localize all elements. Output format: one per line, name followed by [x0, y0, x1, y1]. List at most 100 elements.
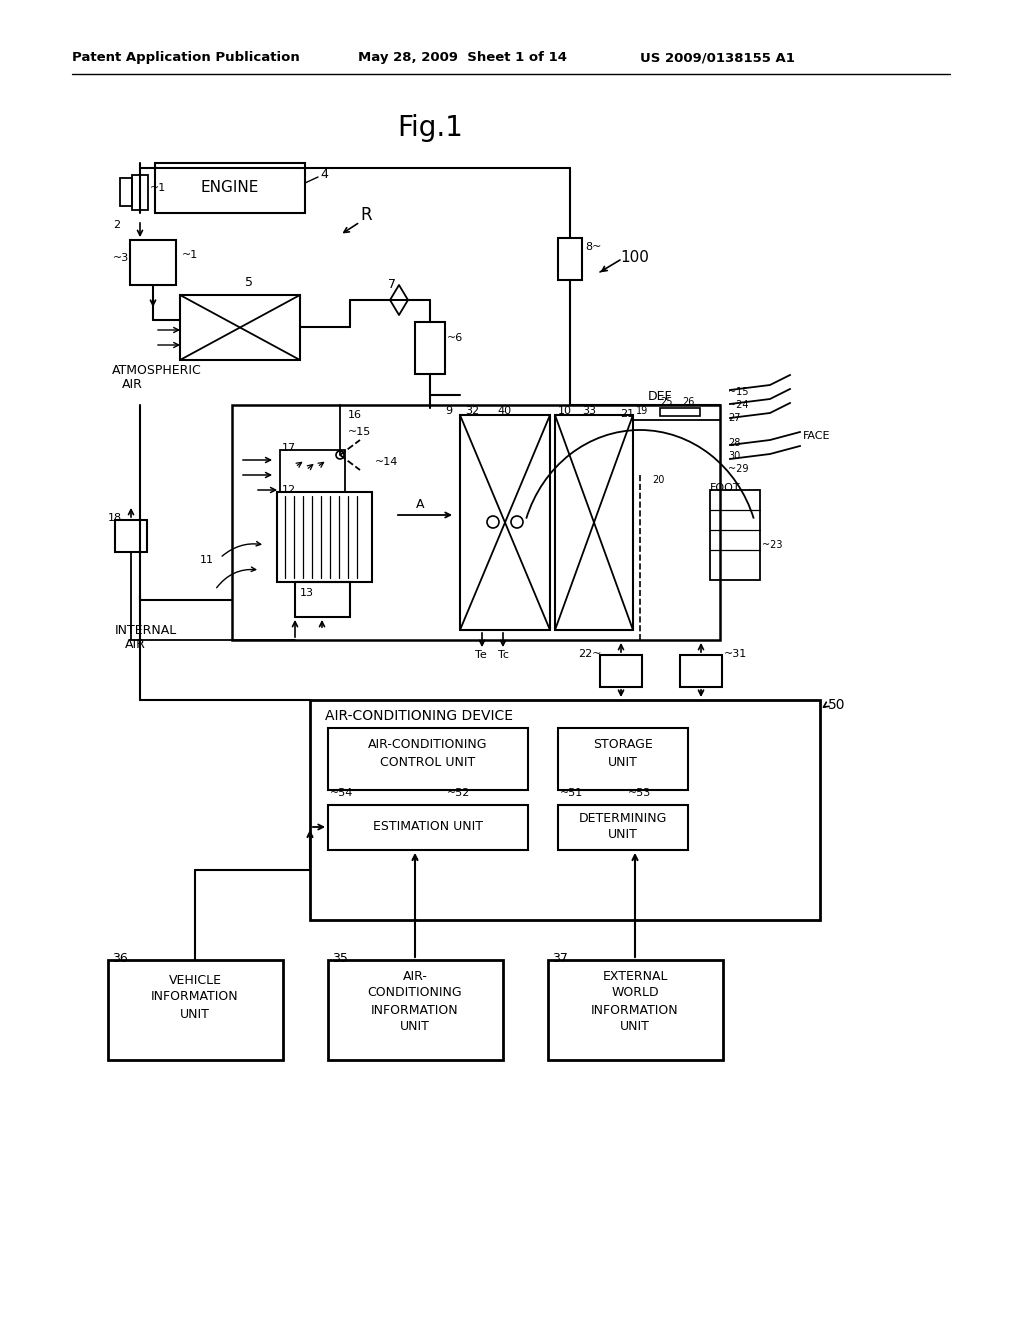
Text: UNIT: UNIT — [608, 755, 638, 768]
Bar — [132, 176, 148, 210]
Text: 8~: 8~ — [585, 242, 601, 252]
Text: 36: 36 — [112, 952, 128, 965]
Bar — [660, 408, 700, 416]
Text: 7: 7 — [388, 279, 396, 292]
Bar — [328, 805, 528, 850]
Bar — [328, 729, 528, 789]
Text: 19: 19 — [636, 407, 648, 416]
Bar — [600, 655, 642, 686]
Text: ~52: ~52 — [447, 788, 470, 799]
Bar — [460, 414, 550, 630]
Bar — [232, 405, 720, 640]
Text: 4: 4 — [319, 168, 328, 181]
Text: AIR-: AIR- — [402, 969, 427, 982]
Text: A: A — [416, 499, 425, 511]
Text: 40: 40 — [497, 407, 511, 416]
Text: ~54: ~54 — [330, 788, 353, 799]
Text: DETERMINING: DETERMINING — [579, 812, 668, 825]
Text: EXTERNAL: EXTERNAL — [602, 969, 668, 982]
Text: 30: 30 — [728, 451, 740, 461]
Text: Patent Application Publication: Patent Application Publication — [72, 51, 300, 65]
Text: ENGINE: ENGINE — [201, 181, 259, 195]
Bar — [558, 729, 688, 789]
Text: UNIT: UNIT — [608, 829, 638, 842]
Text: 2: 2 — [113, 220, 120, 230]
Text: Te: Te — [475, 649, 486, 660]
Circle shape — [487, 516, 499, 528]
Text: ~6: ~6 — [447, 333, 463, 343]
Bar — [295, 582, 350, 616]
Bar — [108, 960, 283, 1060]
Polygon shape — [390, 300, 408, 315]
Bar — [280, 450, 345, 492]
Text: ATMOSPHERIC: ATMOSPHERIC — [112, 363, 202, 376]
Text: STORAGE: STORAGE — [593, 738, 653, 751]
Polygon shape — [390, 285, 408, 300]
Text: Fig.1: Fig.1 — [397, 114, 463, 143]
Text: 11: 11 — [200, 554, 214, 565]
Text: UNIT: UNIT — [400, 1020, 430, 1034]
Text: FACE: FACE — [803, 432, 830, 441]
Text: AIR-CONDITIONING DEVICE: AIR-CONDITIONING DEVICE — [325, 709, 513, 723]
Text: UNIT: UNIT — [621, 1020, 650, 1034]
Bar — [120, 178, 132, 206]
Text: 37: 37 — [552, 952, 568, 965]
Text: AIR-CONDITIONING: AIR-CONDITIONING — [369, 738, 487, 751]
Bar — [115, 520, 147, 552]
Text: UNIT: UNIT — [180, 1007, 210, 1020]
Text: ESTIMATION UNIT: ESTIMATION UNIT — [373, 821, 483, 833]
Text: 28: 28 — [728, 438, 740, 447]
Bar — [558, 805, 688, 850]
Bar — [310, 700, 820, 920]
Bar — [548, 960, 723, 1060]
Bar — [130, 240, 176, 285]
Text: 13: 13 — [300, 587, 314, 598]
Text: INFORMATION: INFORMATION — [591, 1003, 679, 1016]
Text: 12: 12 — [282, 484, 296, 495]
Text: CONDITIONING: CONDITIONING — [368, 986, 462, 999]
Bar — [680, 655, 722, 686]
Text: 9: 9 — [445, 407, 453, 416]
Text: ~23: ~23 — [762, 540, 782, 550]
Text: 32: 32 — [465, 407, 479, 416]
Text: 10: 10 — [558, 407, 572, 416]
Text: ~15: ~15 — [728, 387, 749, 397]
Text: INFORMATION: INFORMATION — [152, 990, 239, 1003]
Text: 50: 50 — [828, 698, 846, 711]
Text: 25: 25 — [660, 397, 673, 407]
Text: 27: 27 — [728, 413, 740, 422]
Text: ~3: ~3 — [113, 253, 129, 263]
Bar — [180, 294, 300, 360]
Text: INFORMATION: INFORMATION — [371, 1003, 459, 1016]
Text: ~29: ~29 — [728, 465, 749, 474]
Text: VEHICLE: VEHICLE — [169, 974, 221, 986]
Bar — [155, 162, 305, 213]
Text: INTERNAL: INTERNAL — [115, 623, 177, 636]
Bar — [328, 960, 503, 1060]
Text: 33: 33 — [582, 407, 596, 416]
Text: AIR: AIR — [122, 379, 143, 392]
Bar — [558, 238, 582, 280]
Text: Tc: Tc — [498, 649, 509, 660]
Text: US 2009/0138155 A1: US 2009/0138155 A1 — [640, 51, 795, 65]
Text: WORLD: WORLD — [611, 986, 658, 999]
Text: R: R — [360, 206, 372, 224]
Text: 20: 20 — [652, 475, 665, 484]
Text: 17: 17 — [282, 444, 296, 453]
Text: ~51: ~51 — [560, 788, 584, 799]
Text: 22~: 22~ — [578, 649, 601, 659]
Text: 26: 26 — [682, 397, 694, 407]
Circle shape — [511, 516, 523, 528]
Text: ~31: ~31 — [724, 649, 748, 659]
Text: May 28, 2009  Sheet 1 of 14: May 28, 2009 Sheet 1 of 14 — [358, 51, 567, 65]
Text: DEF: DEF — [648, 389, 673, 403]
Text: CONTROL UNIT: CONTROL UNIT — [380, 755, 475, 768]
Bar — [278, 492, 372, 582]
Text: ~1: ~1 — [182, 249, 199, 260]
Text: 21: 21 — [620, 409, 634, 418]
Text: ~24: ~24 — [728, 400, 749, 411]
Bar — [555, 414, 633, 630]
Text: FOOT: FOOT — [710, 483, 740, 492]
Text: 18: 18 — [108, 513, 122, 523]
Bar — [710, 490, 760, 579]
